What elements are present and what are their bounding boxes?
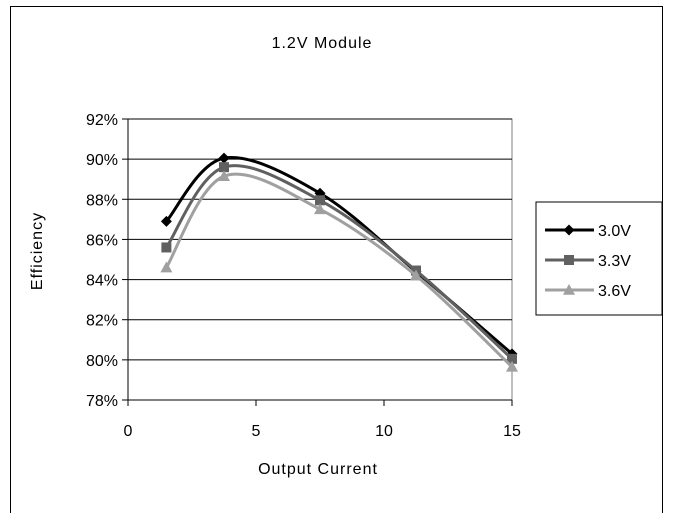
- chart-frame: 1.2V Module 78% 80% 82% 84% 86% 88% 90% 92% 0 5 10…: [10, 6, 663, 513]
- x-tick-label: 0: [124, 423, 133, 440]
- y-tick-label: 82%: [86, 313, 118, 330]
- data-point-3.6V: [160, 262, 172, 273]
- legend-label: 3.3V: [598, 253, 631, 270]
- x-axis-title: Output Current: [258, 461, 378, 478]
- plot-area: 78% 80% 82% 84% 86% 88% 90% 92% 0 5 10 15: [86, 112, 521, 440]
- plot-border: [128, 119, 512, 400]
- y-tick-label: 84%: [86, 273, 118, 290]
- series-line-3.3V: [166, 166, 512, 359]
- legend: 3.0V 3.3V 3.6V: [536, 202, 662, 315]
- x-tick-label: 10: [375, 423, 393, 440]
- chart-title: 1.2V Module: [272, 35, 373, 52]
- legend-label: 3.0V: [598, 223, 631, 240]
- y-tick-label: 92%: [86, 112, 118, 129]
- legend-marker: [564, 255, 574, 265]
- y-tick-label: 80%: [86, 353, 118, 370]
- y-tick-label: 90%: [86, 152, 118, 169]
- y-tick-label: 78%: [86, 393, 118, 410]
- y-tick-label: 88%: [86, 192, 118, 209]
- x-tick-label: 15: [503, 423, 521, 440]
- y-tick-label: 86%: [86, 232, 118, 249]
- data-point-3.0V: [219, 153, 230, 164]
- data-point-3.3V: [161, 242, 171, 252]
- y-axis-title: Efficiency: [29, 212, 46, 290]
- series-line-3.0V: [166, 157, 512, 353]
- legend-label: 3.6V: [598, 283, 631, 300]
- x-tick-label: 5: [252, 423, 261, 440]
- chart: 1.2V Module 78% 80% 82% 84% 86% 88% 90% 92% 0 5 10…: [11, 7, 664, 514]
- series-line-3.6V: [166, 174, 512, 367]
